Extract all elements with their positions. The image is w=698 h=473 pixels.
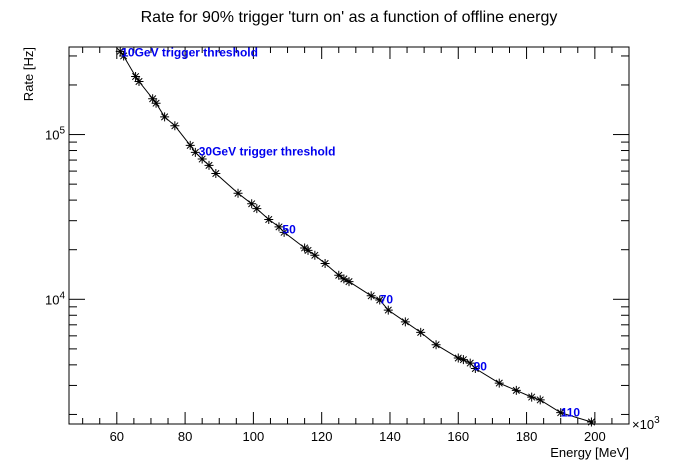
- x-axis-multiplier: ×103: [632, 415, 660, 432]
- plot-frame: [68, 46, 630, 425]
- data-point: [366, 291, 376, 301]
- y-tick-label-base: 10: [45, 292, 59, 307]
- data-point: [416, 327, 426, 337]
- data-point: [511, 385, 521, 395]
- x-tick-label: 80: [178, 429, 192, 444]
- data-point: [264, 215, 274, 225]
- data-point: [148, 94, 158, 104]
- data-point: [334, 270, 344, 280]
- x-axis-multiplier-exp: 3: [654, 415, 660, 426]
- data-point: [300, 243, 310, 253]
- data-point: [185, 140, 195, 150]
- data-point: [274, 222, 284, 232]
- data-markers: [115, 46, 596, 427]
- data-point: [465, 358, 475, 368]
- data-point: [339, 274, 349, 284]
- x-axis: 60 80 100 120 140 160 180 200: [82, 47, 630, 444]
- data-point: [131, 72, 141, 82]
- x-tick-label: 100: [243, 429, 265, 444]
- data-point: [151, 98, 161, 108]
- x-tick-label: 200: [584, 429, 606, 444]
- annotation-label: 90: [474, 360, 488, 374]
- y-tick-label-exp: 4: [59, 290, 65, 301]
- annotation-label: 10GeV trigger threshold: [121, 45, 258, 59]
- x-tick-label: 140: [379, 429, 401, 444]
- data-point: [383, 305, 393, 315]
- annotation-label: 110: [561, 406, 581, 420]
- data-point: [211, 169, 221, 179]
- data-point: [160, 112, 170, 122]
- data-point: [453, 353, 463, 363]
- chart-title: Rate for 90% trigger 'turn on' as a func…: [141, 9, 558, 26]
- data-point: [470, 364, 480, 374]
- data-point: [344, 277, 354, 287]
- data-point: [279, 227, 289, 237]
- data-point: [233, 188, 243, 198]
- data-point: [375, 295, 385, 305]
- data-point: [535, 395, 545, 405]
- data-point: [170, 121, 180, 131]
- y-tick-label: 105: [45, 126, 65, 143]
- data-point: [320, 258, 330, 268]
- data-point: [458, 355, 468, 365]
- data-point: [252, 204, 262, 214]
- annotations: 10GeV trigger threshold 30GeV trigger thr…: [121, 45, 580, 419]
- data-point: [119, 51, 129, 61]
- x-tick-label: 180: [516, 429, 538, 444]
- y-tick-label-base: 10: [45, 128, 59, 143]
- data-point: [134, 76, 144, 86]
- series-line: [119, 51, 592, 423]
- data-point: [190, 147, 200, 157]
- data-point: [556, 408, 566, 418]
- data-point: [527, 392, 537, 402]
- y-tick-label: 104: [45, 290, 65, 307]
- data-point: [204, 160, 214, 170]
- annotation-label: 70: [380, 292, 394, 306]
- data-point: [400, 317, 410, 327]
- x-tick-label: 120: [311, 429, 333, 444]
- x-axis-multiplier-base: ×10: [632, 417, 654, 432]
- data-point: [247, 199, 257, 209]
- data-point: [586, 417, 596, 427]
- y-tick-label-exp: 5: [59, 126, 65, 137]
- x-axis-label: Energy [MeV]: [550, 445, 629, 460]
- data-point: [115, 46, 125, 56]
- data-point: [197, 154, 207, 164]
- x-tick-label: 60: [110, 429, 124, 444]
- data-point: [494, 378, 504, 388]
- data-point: [431, 340, 441, 350]
- data-point: [310, 250, 320, 260]
- data-point: [303, 245, 313, 255]
- y-axis-label: Rate [Hz]: [21, 47, 36, 101]
- x-tick-label: 160: [447, 429, 469, 444]
- annotation-label: 30GeV trigger threshold: [199, 144, 336, 158]
- annotation-label: 50: [282, 223, 296, 237]
